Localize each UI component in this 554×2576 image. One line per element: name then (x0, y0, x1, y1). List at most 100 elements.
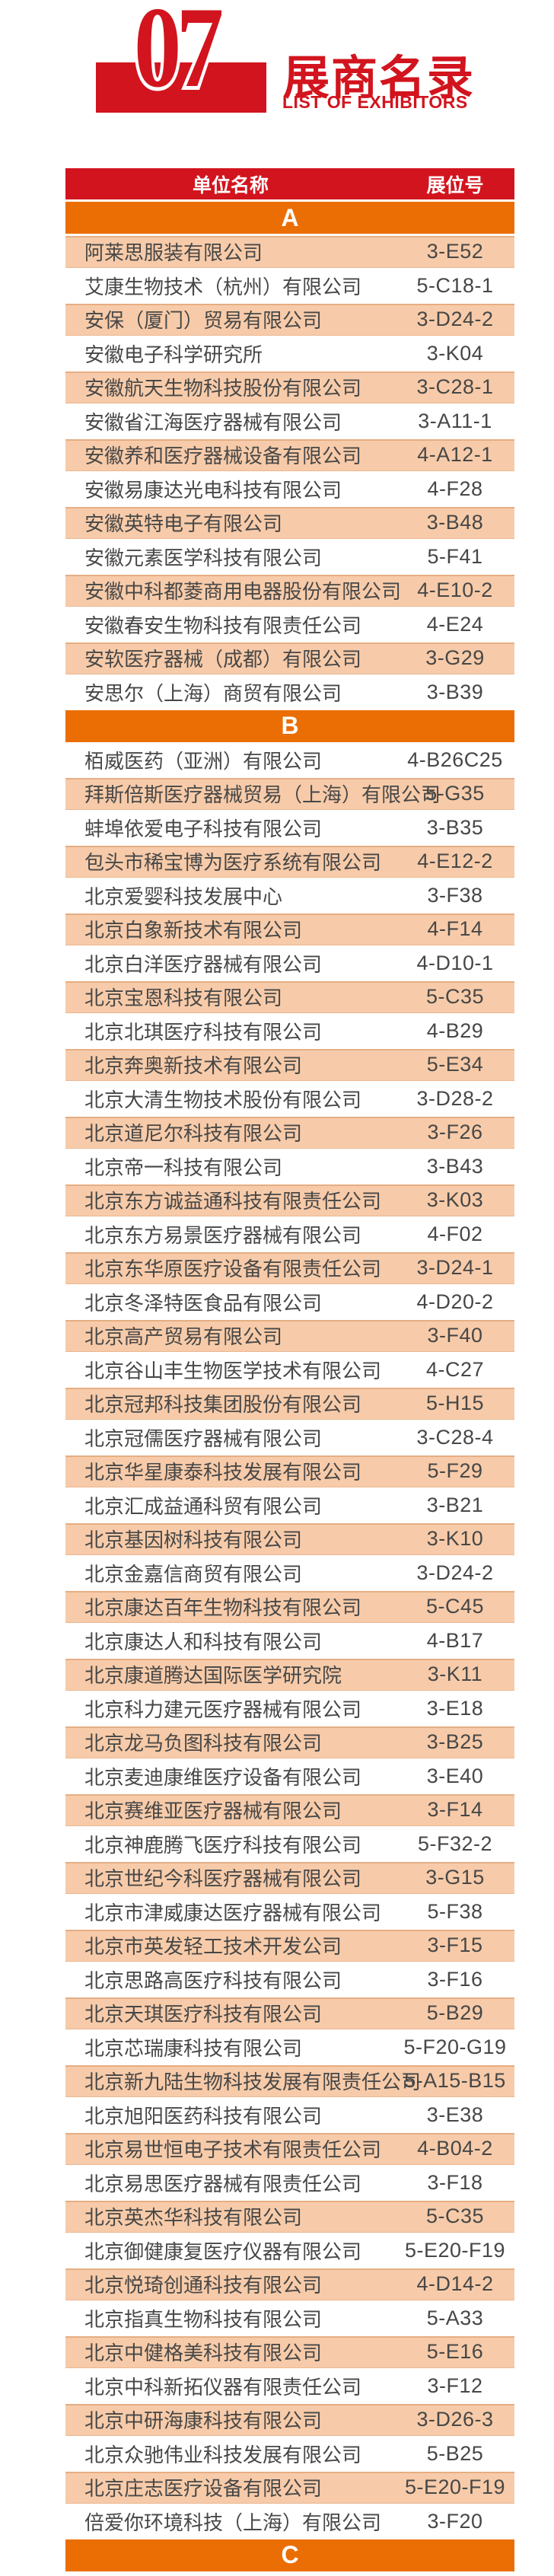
booth-number: 3-K03 (426, 1188, 484, 1211)
section-number: 07 07 (131, 0, 301, 119)
booth-number: 5-F41 (427, 544, 483, 568)
company-name: 北京道尼尔科技有限公司 (84, 1122, 303, 1145)
table-row: 北京御健康复医疗仪器有限公司 5-E20-F19 (65, 2234, 514, 2266)
booth-number: 3-E18 (426, 1696, 484, 1720)
company-name: 北京麦迪康维医疗设备有限公司 (84, 1765, 362, 1789)
table-row: 北京东方诚益通科技有限责任公司 3-K03 (65, 1184, 514, 1216)
booth-number: 5-C35 (425, 2205, 485, 2227)
table-row: 安思尔（上海）商贸有限公司 3-B39 (65, 676, 514, 708)
table-row: 北京金嘉信商贸有限公司 3-D24-2 (65, 1557, 514, 1589)
booth-number: 3-G29 (425, 646, 485, 669)
company-name: 北京世纪今科医疗器械有限公司 (84, 1867, 362, 1890)
booth-number: 3-E40 (426, 1764, 484, 1787)
company-name: 北京东华原医疗设备有限责任公司 (84, 1258, 382, 1280)
company-name: 北京科力建元医疗器械有限公司 (84, 1698, 362, 1721)
company-name: 倍爱你环境科技（上海）有限公司 (84, 2511, 382, 2534)
company-name: 北京帝一科技有限公司 (84, 1156, 283, 1179)
booth-number: 3-F38 (427, 883, 483, 907)
booth-number: 5-H15 (425, 1392, 485, 1414)
table-row: 北京白洋医疗器械有限公司 4-D10-1 (65, 947, 514, 979)
company-name: 北京华星康泰科技发展有限公司 (84, 1461, 362, 1484)
company-name: 安徽易康达光电科技有限公司 (84, 478, 342, 502)
table-row: 安徽易康达光电科技有限公司 4-F28 (65, 473, 514, 505)
booth-number: 3-K04 (426, 341, 484, 365)
company-name: 北京中健格美科技有限公司 (84, 2342, 323, 2364)
page-header: 07 07 展商名录 LIST OF EXHIBITORS (0, 0, 554, 160)
section-number-outline: 07 (131, 0, 227, 111)
table-row: 包头市稀宝博为医疗系统有限公司 4-E12-2 (65, 845, 514, 878)
booth-number: 4-F02 (427, 1222, 483, 1245)
column-header-booth: 展位号 (426, 174, 484, 196)
company-name: 北京金嘉信商贸有限公司 (84, 1562, 303, 1586)
booth-number: 3-G15 (425, 1866, 485, 1889)
company-name: 北京易世恒电子技术有限责任公司 (84, 2138, 382, 2161)
table-row: 北京天琪医疗科技有限公司 5-B29 (65, 1997, 514, 2029)
company-name: 北京中研海康科技有限公司 (84, 2409, 323, 2432)
booth-number: 3-F14 (427, 1798, 483, 1821)
booth-number: 5-A15-B15 (404, 2069, 506, 2092)
table-row: 北京悦琦创通科技有限公司 4-D14-2 (65, 2268, 514, 2300)
company-name: 北京奔奥新技术有限公司 (84, 1054, 303, 1077)
table-row: 安徽元素医学科技有限公司 5-F41 (65, 540, 514, 572)
table-row: 拜斯倍斯医疗器械贸易（上海）有限公司 5-G35 (65, 777, 514, 810)
table-row: 北京白象新技术有限公司 4-F14 (65, 913, 514, 945)
company-name: 北京市英发轻工技术开发公司 (84, 1935, 342, 1958)
company-name: 蚌埠依爱电子科技有限公司 (84, 817, 323, 840)
company-name: 北京东方诚益通科技有限责任公司 (84, 1190, 382, 1213)
booth-number: 3-F12 (427, 2374, 483, 2397)
company-name: 安徽省江海医疗器械有限公司 (84, 410, 342, 434)
table-row: 北京康达人和科技有限公司 4-B17 (65, 1624, 514, 1656)
table-row: 北京道尼尔科技有限公司 3-F26 (65, 1116, 514, 1149)
table-row: 北京科力建元医疗器械有限公司 3-E18 (65, 1692, 514, 1724)
table-row: 北京思路高医疗科技有限公司 3-F16 (65, 1963, 514, 1995)
company-name: 北京指真生物科技有限公司 (84, 2307, 323, 2331)
company-name: 北京白洋医疗器械有限公司 (84, 952, 323, 976)
table-row: 北京指真生物科技有限公司 5-A33 (65, 2302, 514, 2334)
company-name: 北京众驰伟业科技发展有限公司 (84, 2443, 362, 2466)
company-name: 北京天琪医疗科技有限公司 (84, 2003, 323, 2026)
booth-number: 5-G35 (425, 782, 485, 805)
table-row: 北京神鹿腾飞医疗科技有限公司 5-F32-2 (65, 1828, 514, 1860)
table-row: 安徽春安生物科技有限责任公司 4-E24 (65, 608, 514, 640)
company-name: 北京东方易景医疗器械有限公司 (84, 1223, 362, 1247)
table-row: 北京宝恩科技有限公司 5-C35 (65, 980, 514, 1013)
company-name: 北京高产贸易有限公司 (84, 1325, 283, 1348)
table-row: 北京冠邦科技集团股份有限公司 5-H15 (65, 1387, 514, 1420)
table-row: 安软医疗器械（成都）有限公司 3-G29 (65, 642, 514, 674)
table-row: 安徽电子科学研究所 3-K04 (65, 337, 514, 369)
table-row: 北京奔奥新技术有限公司 5-E34 (65, 1048, 514, 1081)
company-name: 安保（厦门）贸易有限公司 (84, 309, 323, 332)
table-row: 蚌埠依爱电子科技有限公司 3-B35 (65, 811, 514, 843)
booth-number: 3-B35 (426, 815, 484, 839)
company-name: 北京旭阳医药科技有限公司 (84, 2104, 323, 2128)
company-name: 北京冠儒医疗器械有限公司 (84, 1427, 323, 1450)
table-row: 安徽航天生物科技股份有限公司 3-C28-1 (65, 371, 514, 403)
company-name: 安思尔（上海）商贸有限公司 (84, 681, 342, 705)
table-row: 艾康生物技术（杭州）有限公司 5-C18-1 (65, 269, 514, 301)
booth-number: 5-E20-F19 (404, 2476, 506, 2498)
company-name: 安徽春安生物科技有限责任公司 (84, 614, 362, 637)
booth-number: 5-B25 (426, 2441, 484, 2465)
company-name: 安徽英特电子有限公司 (84, 512, 283, 535)
booth-number: 3-E38 (426, 2103, 484, 2126)
table-row: 北京东方易景医疗器械有限公司 4-F02 (65, 1218, 514, 1250)
booth-number: 3-B25 (426, 1730, 484, 1753)
table-row: 北京高产贸易有限公司 3-F40 (65, 1319, 514, 1352)
booth-number: 4-F14 (427, 917, 483, 940)
table-row: 北京帝一科技有限公司 3-B43 (65, 1150, 514, 1182)
booth-number: 5-E20-F19 (404, 2238, 506, 2262)
table-row: 北京汇成益通科贸有限公司 3-B21 (65, 1489, 514, 1521)
booth-number: 4-E10-2 (417, 579, 493, 601)
section-number-text: 07 (134, 0, 224, 111)
booth-number: 5-F32-2 (417, 1832, 493, 1855)
table-row: 栢威医药（亚洲）有限公司 4-B26C25 (65, 744, 514, 776)
table-row: 安保（厦门）贸易有限公司 3-D24-2 (65, 303, 514, 336)
booth-number: 4-B17 (426, 1628, 484, 1652)
table-row: 北京龙马负图科技有限公司 3-B25 (65, 1726, 514, 1758)
table-row: 阿莱思服装有限公司 3-E52 (65, 235, 514, 268)
table-row: 北京赛维亚医疗器械有限公司 3-F14 (65, 1793, 514, 1826)
column-header-name: 单位名称 (192, 174, 269, 196)
table-row: 北京市英发轻工技术开发公司 3-F15 (65, 1929, 514, 1962)
table-row: 北京市津威康达医疗器械有限公司 5-F38 (65, 1895, 514, 1927)
table-row: 安徽中科都菱商用电器股份有限公司 4-E10-2 (65, 574, 514, 607)
